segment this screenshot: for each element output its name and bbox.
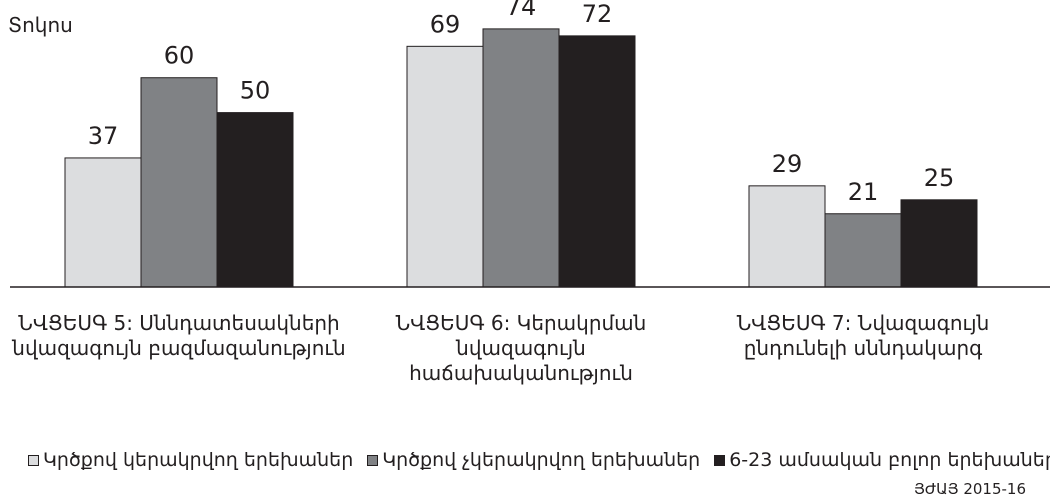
data-label-2-series-2: 74 — [506, 0, 537, 21]
bar-3-series-3 — [900, 199, 978, 288]
bar-chart: Տոկոս 37 60 50 ՆՎՑԵՍԳ 5: Սննդատեսակների նվազ… — [8, 0, 1050, 385]
data-label-2-series-3: 72 — [582, 0, 613, 28]
category-label-1: ՆՎՑԵՍԳ 5: Սննդատեսակների նվազագույն բազմա… — [11, 311, 345, 360]
legend-swatch-black-icon — [714, 454, 726, 466]
legend: Կրծքով կերակրվող երեխաներ Կրծքով չկերակր… — [28, 449, 1050, 471]
data-label-3-series-3: 25 — [924, 164, 955, 192]
legend-item-breastfed: Կրծքով կերակրվող երեխաներ — [28, 449, 353, 471]
data-label-1-series-3: 50 — [240, 77, 271, 105]
data-label-3-series-1: 29 — [772, 150, 803, 178]
category-label-2: ՆՎՑԵՍԳ 6: Կերակրման նվազագույն հաճախականու… — [396, 311, 647, 385]
bar-2-series-1 — [406, 45, 484, 288]
bar-1-series-1 — [64, 157, 142, 288]
data-label-1-series-2: 60 — [164, 42, 195, 70]
legend-item-all-children: 6-23 ամսական բոլոր երեխաներ — [714, 449, 1050, 471]
data-label-2-series-1: 69 — [430, 10, 461, 38]
bar-2-series-2 — [482, 28, 560, 288]
legend-swatch-light-icon — [28, 454, 39, 466]
legend-item-non-breastfed: Կրծքով չկերակրվող երեխաներ — [367, 449, 700, 471]
legend-label-breastfed: Կրծքով կերակրվող երեխաներ — [43, 449, 354, 471]
category-label-3: ՆՎՑԵՍԳ 7: Նվազագույն ընդունելի սննդակարգ — [737, 311, 990, 360]
bar-3-series-1 — [748, 185, 826, 288]
source-note: ՅԺԱՅ 2015-16 — [913, 480, 1026, 498]
y-axis-label: Տոկոս — [8, 13, 73, 37]
data-label-1-series-1: 37 — [88, 122, 119, 150]
bar-2-series-3 — [558, 35, 636, 288]
bar-1-series-2 — [140, 77, 218, 288]
bar-1-series-3 — [216, 112, 294, 288]
legend-swatch-gray-icon — [367, 454, 379, 466]
legend-label-all-children: 6-23 ամսական բոլոր երեխաներ — [729, 449, 1050, 471]
legend-label-non-breastfed: Կրծքով չկերակրվող երեխաներ — [382, 449, 701, 471]
data-label-3-series-2: 21 — [848, 178, 879, 206]
bar-3-series-2 — [824, 213, 902, 288]
